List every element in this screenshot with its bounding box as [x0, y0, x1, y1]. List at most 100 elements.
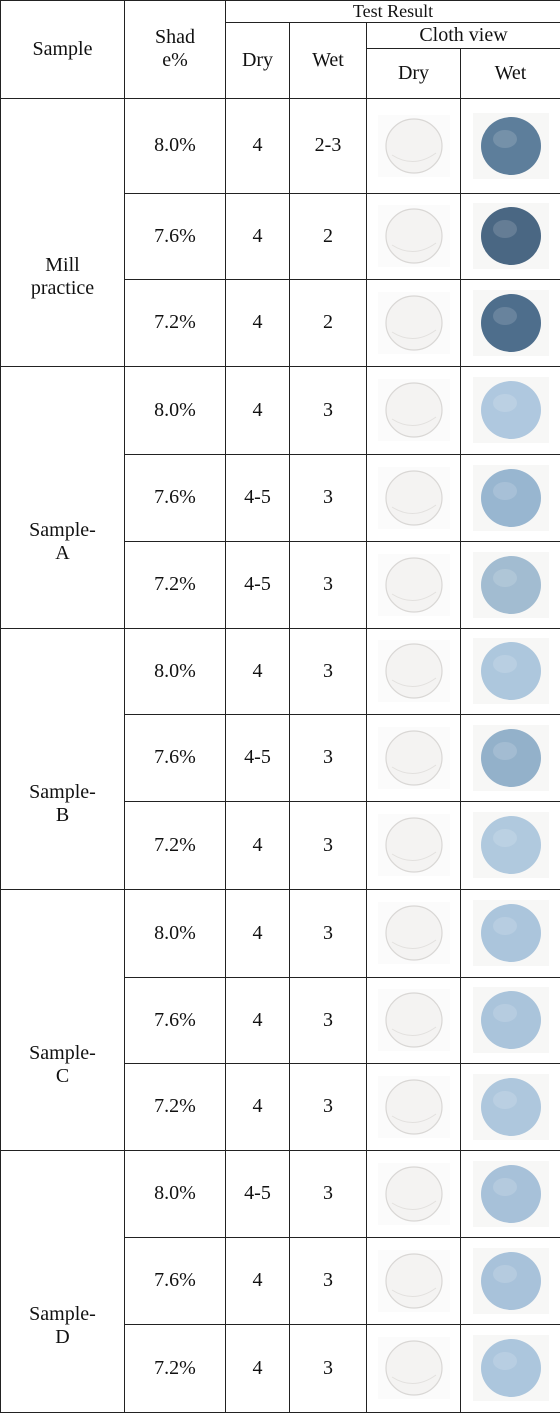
cloth-dry-swatch	[376, 465, 452, 531]
cloth-dry-swatch	[376, 377, 452, 443]
cell-dry: 4	[226, 98, 290, 193]
cloth-dry-swatch	[376, 725, 452, 791]
cell-wet: 2-3	[290, 98, 367, 193]
cloth-dry-swatch	[376, 552, 452, 618]
cell-dry: 4	[226, 1063, 290, 1150]
cell-dry: 4-5	[226, 454, 290, 541]
cloth-dry-swatch	[376, 113, 452, 179]
cell-dry: 4	[226, 193, 290, 279]
cell-dry: 4	[226, 1324, 290, 1412]
cell-shade: 7.2%	[125, 1063, 226, 1150]
header-cloth-view: Cloth view	[367, 22, 560, 48]
cell-shade: 7.2%	[125, 279, 226, 366]
cloth-dry-swatch-cell	[367, 977, 461, 1063]
cell-dry: 4-5	[226, 541, 290, 628]
cloth-dry-swatch	[376, 1335, 452, 1401]
cell-wet: 3	[290, 541, 367, 628]
cell-shade: 7.6%	[125, 977, 226, 1063]
cell-shade: 7.2%	[125, 1324, 226, 1412]
cell-shade: 8.0%	[125, 366, 226, 454]
sample-name: Mill practice	[23, 254, 103, 300]
cloth-wet-swatch	[471, 1246, 551, 1316]
header-wet: Wet	[290, 22, 367, 98]
cell-wet: 3	[290, 1324, 367, 1412]
cell-wet: 3	[290, 1063, 367, 1150]
cloth-dry-swatch	[376, 1161, 452, 1227]
cloth-dry-swatch-cell	[367, 889, 461, 977]
cell-dry: 4-5	[226, 714, 290, 801]
cloth-dry-swatch	[376, 812, 452, 878]
cloth-wet-swatch	[471, 636, 551, 706]
cloth-wet-swatch-cell	[461, 628, 560, 714]
cell-shade: 8.0%	[125, 628, 226, 714]
cloth-dry-swatch	[376, 900, 452, 966]
cloth-wet-swatch-cell	[461, 1063, 560, 1150]
cloth-wet-swatch	[471, 288, 551, 358]
sample-name-cell: Sample-B	[1, 628, 125, 889]
sample-name: Sample-D	[24, 1303, 102, 1349]
cloth-dry-swatch	[376, 1248, 452, 1314]
cloth-wet-swatch	[471, 985, 551, 1055]
header-test-result: Test Result	[226, 1, 560, 23]
sample-name-cell: Sample-C	[1, 889, 125, 1150]
cloth-wet-swatch-cell	[461, 1324, 560, 1412]
cloth-wet-swatch	[471, 550, 551, 620]
cell-dry: 4	[226, 366, 290, 454]
cell-dry: 4	[226, 801, 290, 889]
cloth-dry-swatch	[376, 290, 452, 356]
cloth-wet-swatch	[471, 1159, 551, 1229]
cloth-dry-swatch-cell	[367, 1237, 461, 1324]
cell-shade: 7.2%	[125, 541, 226, 628]
cell-dry: 4	[226, 1237, 290, 1324]
cell-dry: 4	[226, 279, 290, 366]
cloth-wet-swatch-cell	[461, 889, 560, 977]
cell-shade: 8.0%	[125, 98, 226, 193]
cloth-dry-swatch	[376, 987, 452, 1053]
cloth-wet-swatch	[471, 723, 551, 793]
cloth-wet-swatch	[471, 1333, 551, 1403]
cloth-dry-swatch-cell	[367, 193, 461, 279]
cloth-dry-swatch-cell	[367, 366, 461, 454]
cloth-dry-swatch-cell	[367, 279, 461, 366]
cell-shade: 8.0%	[125, 1150, 226, 1237]
cell-dry: 4	[226, 628, 290, 714]
cloth-dry-swatch-cell	[367, 1324, 461, 1412]
cell-wet: 3	[290, 977, 367, 1063]
cell-wet: 3	[290, 1150, 367, 1237]
sample-name: Sample-C	[24, 1042, 102, 1088]
cell-shade: 7.6%	[125, 454, 226, 541]
header-dry: Dry	[226, 22, 290, 98]
cell-dry: 4	[226, 889, 290, 977]
cloth-dry-swatch-cell	[367, 98, 461, 193]
cloth-wet-swatch-cell	[461, 1237, 560, 1324]
cloth-dry-swatch-cell	[367, 801, 461, 889]
cell-wet: 2	[290, 193, 367, 279]
cloth-dry-swatch-cell	[367, 454, 461, 541]
cell-wet: 3	[290, 801, 367, 889]
cloth-wet-swatch	[471, 1072, 551, 1142]
cloth-dry-swatch-cell	[367, 1150, 461, 1237]
cloth-wet-swatch-cell	[461, 977, 560, 1063]
cloth-wet-swatch-cell	[461, 193, 560, 279]
sample-name: Sample-B	[24, 781, 102, 827]
cell-shade: 7.2%	[125, 801, 226, 889]
cell-shade: 7.6%	[125, 1237, 226, 1324]
cloth-dry-swatch	[376, 638, 452, 704]
header-shade: Shad e%	[125, 1, 226, 99]
cloth-wet-swatch	[471, 898, 551, 968]
cell-wet: 3	[290, 714, 367, 801]
cloth-wet-swatch-cell	[461, 714, 560, 801]
cloth-dry-swatch-cell	[367, 1063, 461, 1150]
cell-dry: 4	[226, 977, 290, 1063]
cloth-wet-swatch-cell	[461, 541, 560, 628]
cloth-dry-swatch-cell	[367, 541, 461, 628]
cell-shade: 7.6%	[125, 193, 226, 279]
sample-name-cell: Sample-D	[1, 1150, 125, 1412]
cloth-wet-swatch-cell	[461, 98, 560, 193]
cell-shade: 7.6%	[125, 714, 226, 801]
